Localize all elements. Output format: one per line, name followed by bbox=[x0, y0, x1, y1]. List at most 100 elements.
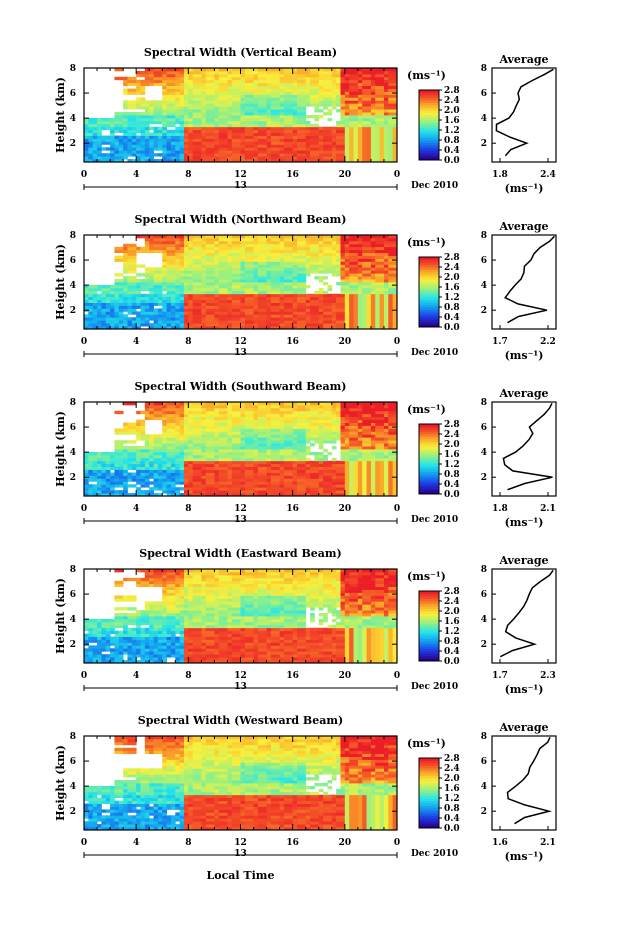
heatmap-cell bbox=[136, 419, 141, 423]
heatmap-cell bbox=[192, 463, 198, 468]
heatmap-cell bbox=[375, 323, 381, 327]
heatmap-cell bbox=[188, 112, 194, 116]
heatmap-cell bbox=[170, 85, 176, 89]
heatmap-cell bbox=[323, 299, 328, 303]
heatmap-cell bbox=[301, 290, 307, 295]
heatmap-cell bbox=[327, 258, 333, 262]
heatmap-cell bbox=[236, 237, 241, 242]
heatmap-cell bbox=[223, 261, 228, 265]
heatmap-cell bbox=[205, 264, 211, 268]
heatmap-cell bbox=[383, 237, 389, 242]
heatmap-cell bbox=[370, 153, 376, 157]
heatmap-cell bbox=[136, 135, 141, 139]
heatmap-cell bbox=[288, 261, 294, 265]
heatmap-cell bbox=[170, 273, 176, 277]
heatmap-cell bbox=[84, 320, 89, 324]
heatmap-cell bbox=[105, 126, 111, 131]
heatmap-cell bbox=[149, 276, 154, 280]
heatmap-cell bbox=[175, 109, 181, 113]
heatmap-cell bbox=[166, 407, 172, 412]
heatmap-cell bbox=[344, 120, 350, 125]
heatmap-cell bbox=[362, 279, 367, 283]
heatmap-cell bbox=[205, 246, 211, 251]
heatmap-cell bbox=[179, 451, 185, 456]
heatmap-cell bbox=[318, 94, 324, 98]
heatmap-cell bbox=[188, 240, 194, 245]
heatmap-cell bbox=[127, 270, 133, 274]
heatmap-cell bbox=[279, 279, 285, 283]
heatmap-cell bbox=[388, 150, 394, 154]
heatmap-cell bbox=[136, 302, 141, 306]
heatmap-cell bbox=[244, 235, 250, 239]
heatmap-cell bbox=[127, 117, 133, 122]
heatmap-cell bbox=[344, 103, 350, 107]
heatmap-cell bbox=[357, 138, 363, 142]
heatmap-cell bbox=[288, 70, 294, 75]
heatmap-cell bbox=[257, 94, 263, 98]
heatmap-cell bbox=[205, 282, 211, 286]
heatmap-cell bbox=[140, 126, 146, 131]
heatmap-cell bbox=[301, 88, 307, 92]
heatmap-cell bbox=[236, 290, 241, 295]
heatmap-cell bbox=[305, 267, 311, 271]
heatmap-cell bbox=[101, 293, 107, 298]
heatmap-cell bbox=[166, 156, 172, 160]
heatmap-cell bbox=[253, 138, 259, 142]
heatmap-cell bbox=[366, 240, 372, 245]
heatmap-cell bbox=[131, 290, 137, 295]
heatmap-cell bbox=[97, 296, 102, 301]
heatmap-cell bbox=[131, 279, 137, 283]
heatmap-cell bbox=[166, 446, 172, 450]
heatmap-cell bbox=[153, 326, 159, 330]
heatmap-cell bbox=[88, 296, 94, 301]
heatmap-cell bbox=[257, 88, 263, 92]
heatmap-cell bbox=[370, 267, 376, 271]
heatmap-cell bbox=[140, 317, 146, 321]
heatmap-cell bbox=[97, 487, 102, 491]
heatmap-cell bbox=[183, 446, 189, 450]
heatmap-cell bbox=[153, 454, 159, 459]
heatmap-cell bbox=[262, 246, 267, 251]
heatmap-cell bbox=[127, 150, 133, 154]
heatmap-cell bbox=[140, 279, 146, 283]
heatmap-cell bbox=[118, 159, 124, 163]
heatmap-cell bbox=[210, 100, 215, 104]
heatmap-cell bbox=[305, 79, 311, 84]
heatmap-cell bbox=[236, 73, 241, 78]
heatmap-cell bbox=[153, 120, 159, 125]
heatmap-cell bbox=[279, 314, 285, 318]
heatmap-cell bbox=[288, 255, 294, 259]
colorbar-segment bbox=[419, 279, 439, 283]
heatmap-cell bbox=[388, 135, 394, 139]
heatmap-cell bbox=[388, 276, 394, 280]
heatmap-cell bbox=[275, 235, 281, 239]
heatmap-cell bbox=[327, 153, 333, 157]
heatmap-cell bbox=[305, 320, 311, 324]
heatmap-cell bbox=[197, 156, 202, 160]
heatmap-cell bbox=[97, 147, 102, 151]
heatmap-cell bbox=[170, 282, 176, 286]
heatmap-cell bbox=[192, 466, 198, 470]
heatmap-cell bbox=[340, 159, 346, 163]
heatmap-cell bbox=[344, 326, 350, 330]
heatmap-cell bbox=[266, 126, 272, 131]
heatmap-cell bbox=[283, 308, 289, 312]
heatmap-cell bbox=[236, 120, 241, 125]
heatmap-cell bbox=[270, 82, 276, 87]
heatmap-cell bbox=[97, 141, 102, 145]
heatmap-cell bbox=[188, 94, 194, 98]
heatmap-cell bbox=[162, 437, 167, 441]
heatmap-cell bbox=[283, 240, 289, 245]
heatmap-cell bbox=[188, 82, 194, 87]
heatmap-cell bbox=[88, 287, 94, 292]
heatmap-cell bbox=[131, 88, 137, 92]
heatmap-cell bbox=[344, 273, 350, 277]
heatmap-cell bbox=[188, 463, 194, 468]
heatmap-cell bbox=[84, 317, 89, 321]
heatmap-cell bbox=[223, 258, 228, 262]
heatmap-cell bbox=[162, 235, 167, 239]
heatmap-cell bbox=[392, 279, 398, 283]
heatmap-cell bbox=[218, 91, 224, 95]
